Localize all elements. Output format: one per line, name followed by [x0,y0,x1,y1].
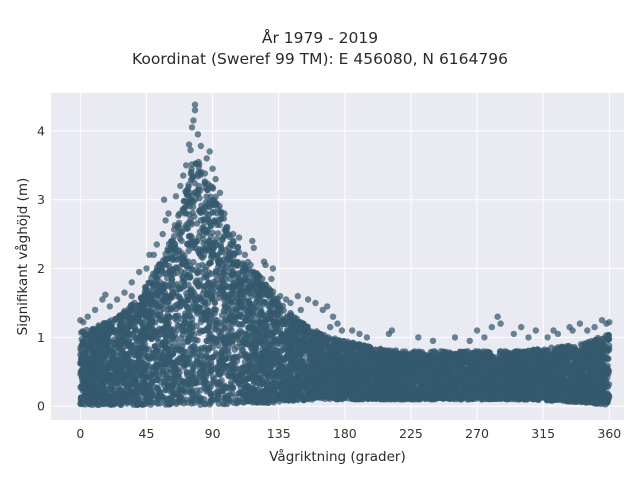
data-point [193,220,201,227]
data-point [209,373,217,381]
data-point [235,249,243,256]
data-point [577,341,585,348]
chart-title-line-1: År 1979 - 2019 [261,29,379,47]
chart-title-line-2: Koordinat (Sweref 99 TM): E 456080, N 61… [132,50,508,68]
scatter-points [77,101,613,408]
data-point [239,320,246,328]
data-point [193,277,200,284]
data-point [188,165,195,173]
data-point [228,360,235,368]
data-point [251,291,259,298]
data-point [230,239,237,246]
data-point [221,325,228,332]
data-point [111,328,118,335]
data-point [216,221,223,229]
data-point [215,217,222,224]
